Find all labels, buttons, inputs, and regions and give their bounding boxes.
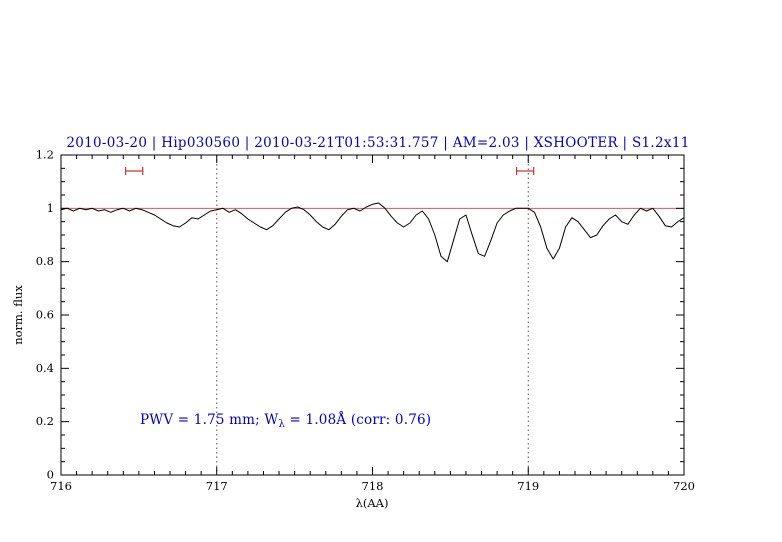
spectrum-trace (60, 202, 685, 263)
x-tick-label: 718 (362, 479, 384, 493)
pwv-annotation-part2: = 1.08Å (corr: 0.76) (285, 412, 431, 428)
band-width-marker (515, 167, 535, 175)
plot-title: 2010-03-20 | Hip030560 | 2010-03-21T01:5… (66, 135, 689, 151)
y-axis-label: norm. flux (11, 285, 25, 345)
y-tick-label: 0.6 (36, 308, 54, 322)
x-tick-label: 720 (673, 479, 695, 493)
band-width-marker (125, 167, 144, 175)
y-tick-label: 1.2 (36, 148, 54, 162)
pwv-annotation: PWV = 1.75 mm; Wλ = 1.08Å (corr: 0.76) (140, 412, 431, 430)
plot-canvas: 716 717 718 719 720 0 0.2 0.4 0.6 0.8 1 1.2 (36, 148, 695, 494)
pwv-annotation-subscript: λ (278, 419, 285, 430)
x-tick-label: 717 (206, 479, 228, 493)
x-axis-label: λ(AA) (356, 496, 389, 510)
y-tick-label: 0.8 (36, 254, 54, 268)
x-tick-label: 716 (50, 479, 72, 493)
y-tick-label: 0.2 (36, 414, 54, 428)
y-tick-label: 1 (47, 201, 54, 215)
pwv-annotation-part1: PWV = 1.75 mm; W (140, 412, 278, 428)
x-tick-label: 719 (517, 479, 539, 493)
y-tick-label: 0.4 (36, 361, 54, 375)
y-tick-label: 0 (47, 468, 54, 482)
